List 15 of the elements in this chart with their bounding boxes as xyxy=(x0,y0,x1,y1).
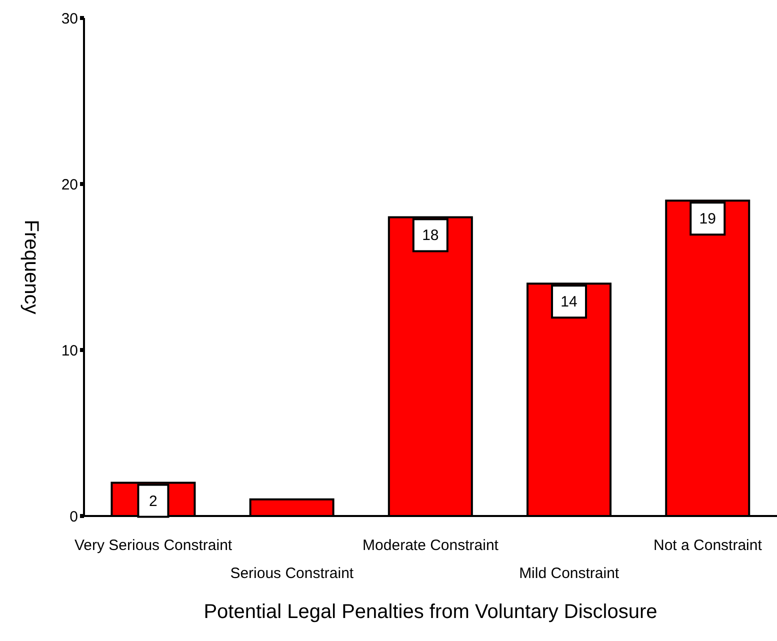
x-tick-label: Not a Constraint xyxy=(654,537,763,554)
x-tick-label: Mild Constraint xyxy=(519,565,620,582)
x-axis-title: Potential Legal Penalties from Voluntary Disclosure xyxy=(204,601,658,623)
data-label: 2 xyxy=(149,492,158,510)
x-tick-label: Serious Constraint xyxy=(230,565,354,582)
data-label: 18 xyxy=(422,227,439,244)
y-tick-label: 20 xyxy=(61,176,78,194)
y-tick-label: 10 xyxy=(61,342,78,360)
y-tick-label: 0 xyxy=(70,508,78,526)
y-axis-title: Frequency xyxy=(20,220,42,314)
data-label: 19 xyxy=(699,210,716,228)
y-tick-label: 30 xyxy=(61,10,78,28)
data-label: 14 xyxy=(560,294,578,311)
x-tick-label: Moderate Constraint xyxy=(362,537,500,554)
x-tick-label: Very Serious Constraint xyxy=(74,537,233,554)
